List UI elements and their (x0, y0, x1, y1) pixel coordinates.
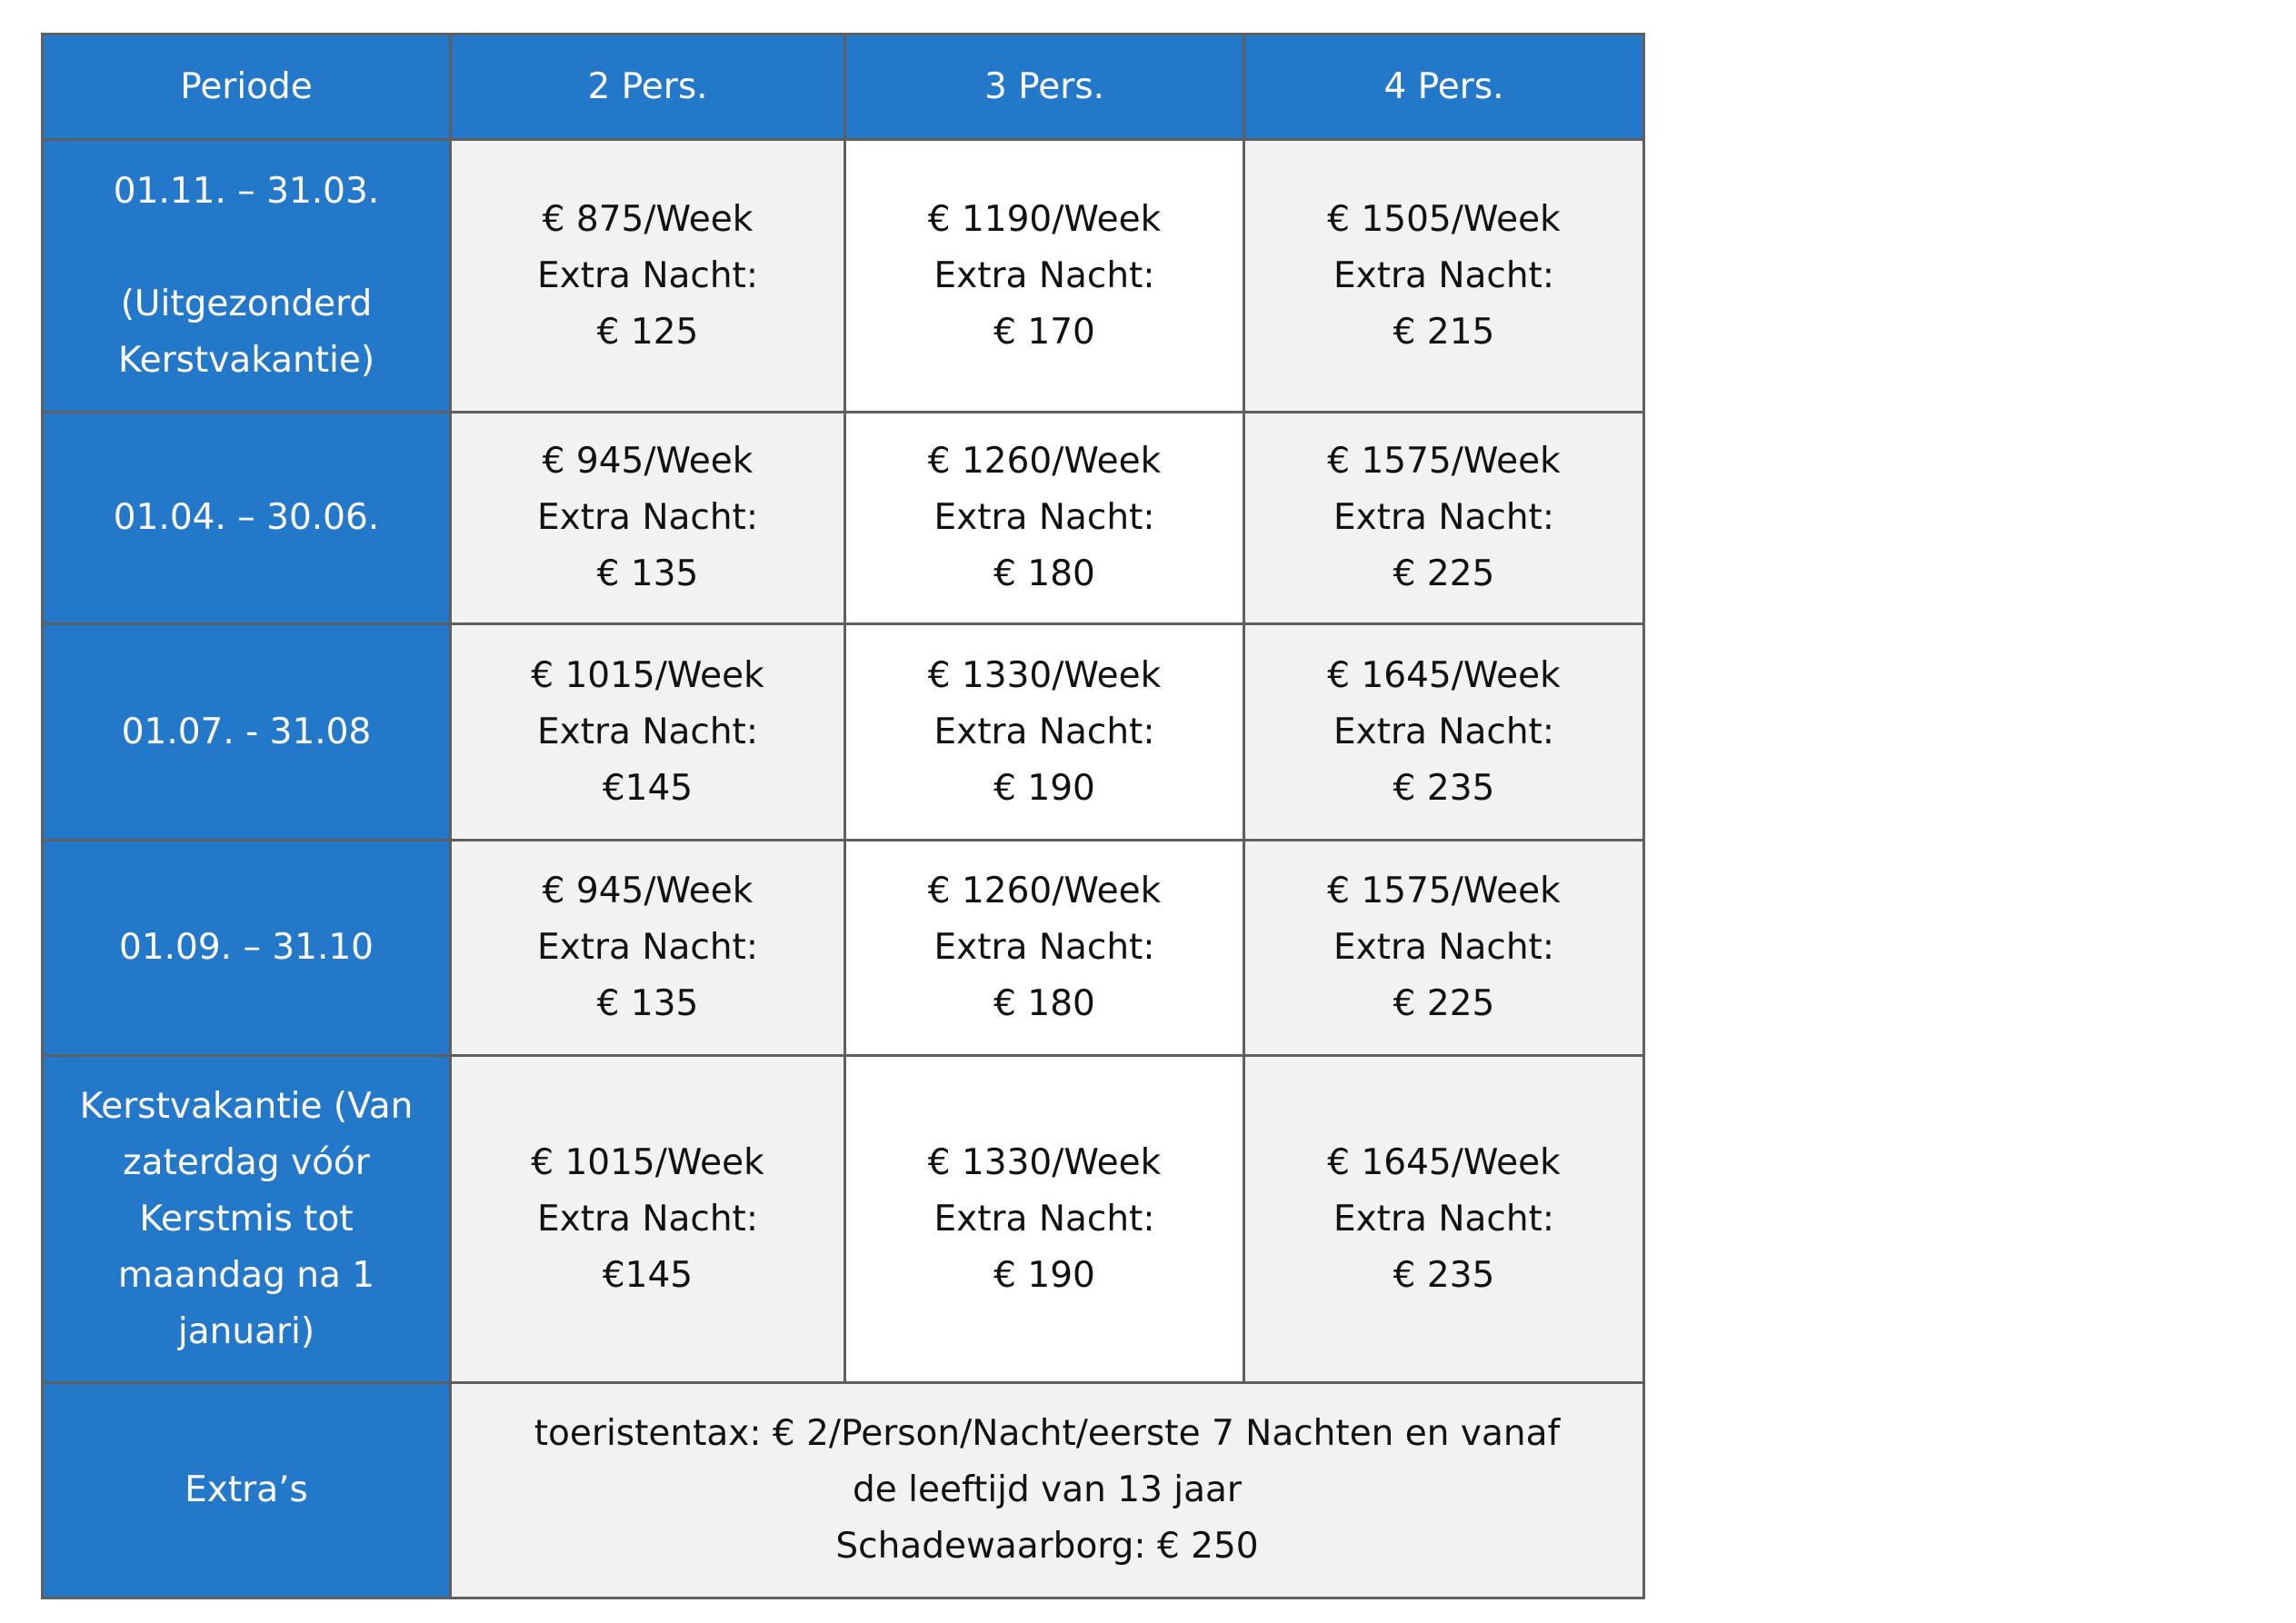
cell-line: Extra Nacht: (1333, 1198, 1554, 1240)
cell-line: Extra Nacht: (933, 1198, 1155, 1240)
cell-line: € 1015/Week (531, 1141, 764, 1183)
period-cell: 01.04. – 30.06. (41, 411, 452, 625)
price-cell: € 1015/Week Extra Nacht: €145 (449, 1054, 846, 1384)
extras-row: Extra’s toeristentax: € 2/Person/Nacht/ee… (41, 1381, 1645, 1599)
cell-line: Extra Nacht: (1333, 711, 1554, 752)
cell-line: Schadewaarborg: € 250 (835, 1526, 1259, 1567)
table-row: 01.04. – 30.06. € 945/Week Extra Nacht: € 1… (41, 411, 1645, 625)
cell-line: €145 (602, 767, 694, 809)
cell-line: € 1505/Week (1327, 198, 1561, 240)
cell-line: € 225 (1393, 553, 1495, 594)
cell-line: 01.09. – 31.10 (119, 927, 374, 968)
cell-line: € 1575/Week (1327, 871, 1561, 911)
cell-line: € 135 (596, 983, 699, 1024)
header-4-pers: 4 Pers. (1243, 33, 1645, 141)
cell-line: € 225 (1393, 983, 1495, 1024)
cell-line: € 235 (1393, 767, 1495, 809)
cell-line: € 235 (1393, 1254, 1495, 1296)
cell-line: Extra Nacht: (1333, 254, 1554, 296)
cell-line: € 170 (993, 311, 1095, 353)
price-cell: € 1330/Week Extra Nacht: € 190 (844, 1054, 1245, 1384)
cell-line: Extra Nacht: (536, 254, 758, 296)
cell-line: € 1260/Week (927, 871, 1162, 911)
cell-line: € 125 (596, 311, 699, 353)
price-cell: € 1575/Week Extra Nacht: € 225 (1243, 839, 1645, 1057)
cell-line: € 875/Week (542, 198, 754, 240)
cell-line: Extra Nacht: (536, 711, 758, 752)
cell-line: € 190 (993, 1254, 1095, 1296)
table-row: 01.07. - 31.08 € 1015/Week Extra Nacht: €14… (41, 622, 1645, 841)
cell-line: Kerstvakantie) (117, 339, 375, 381)
cell-line: Extra Nacht: (1333, 497, 1554, 538)
cell-line: januari) (177, 1310, 315, 1352)
cell-line: Extra Nacht: (536, 497, 758, 538)
cell-line: Extra Nacht: (536, 1198, 758, 1240)
header-3-pers: 3 Pers. (844, 33, 1245, 141)
cell-line: € 1645/Week (1327, 654, 1561, 696)
cell-line: 01.11. – 31.03. (113, 170, 380, 212)
price-cell: € 1260/Week Extra Nacht: € 180 (844, 839, 1245, 1057)
cell-line: € 1190/Week (927, 198, 1162, 240)
cell-line: Extra Nacht: (933, 927, 1155, 968)
period-cell: 01.09. – 31.10 (41, 839, 452, 1057)
table-row: 01.09. – 31.10 € 945/Week Extra Nacht: € 13… (41, 839, 1645, 1057)
cell-line (51, 220, 442, 276)
cell-line: € 1015/Week (531, 654, 764, 696)
extras-label: Extra’s (41, 1381, 452, 1599)
extras-text: toeristentax: € 2/Person/Nacht/eerste 7 … (449, 1381, 1645, 1599)
cell-line: € 1330/Week (927, 1141, 1162, 1183)
table-row: Kerstvakantie (Van zaterdag vóór Kerstmis … (41, 1054, 1645, 1384)
cell-line: € 135 (596, 553, 699, 594)
price-cell: € 1645/Week Extra Nacht: € 235 (1243, 1054, 1645, 1384)
cell-line: Extra Nacht: (933, 711, 1155, 752)
price-cell: € 1505/Week Extra Nacht: € 215 (1243, 138, 1645, 413)
cell-line: maandag na 1 (117, 1254, 375, 1296)
price-cell: € 1260/Week Extra Nacht: € 180 (844, 411, 1245, 625)
cell-line: (Uitgezonderd (120, 283, 373, 324)
period-cell: Kerstvakantie (Van zaterdag vóór Kerstmis … (41, 1054, 452, 1384)
cell-line: € 180 (993, 983, 1095, 1024)
header-row: Periode 2 Pers. 3 Pers. 4 Pers. (41, 33, 1645, 141)
period-cell: 01.11. – 31.03. (Uitgezonderd Kerstvakant… (41, 138, 452, 413)
cell-line: Kerstvakantie (Van (79, 1085, 414, 1127)
cell-line: Kerstmis tot (139, 1198, 354, 1240)
price-cell: € 1645/Week Extra Nacht: € 235 (1243, 622, 1645, 841)
price-cell: € 945/Week Extra Nacht: € 135 (449, 411, 846, 625)
period-cell: 01.07. - 31.08 (41, 622, 452, 841)
cell-line: € 1260/Week (927, 441, 1162, 482)
price-cell: € 875/Week Extra Nacht: € 125 (449, 138, 846, 413)
header-periode: Periode (41, 33, 452, 141)
header-2-pers: 2 Pers. (449, 33, 846, 141)
price-cell: € 1575/Week Extra Nacht: € 225 (1243, 411, 1645, 625)
price-cell: € 1330/Week Extra Nacht: € 190 (844, 622, 1245, 841)
cell-line: € 1575/Week (1327, 441, 1561, 482)
cell-line: € 1645/Week (1327, 1141, 1561, 1183)
price-cell: € 1190/Week Extra Nacht: € 170 (844, 138, 1245, 413)
cell-line: € 215 (1393, 311, 1495, 353)
cell-line: toeristentax: € 2/Person/Nacht/eerste 7 … (534, 1413, 1561, 1454)
cell-line: € 180 (993, 553, 1095, 594)
table-row: 01.11. – 31.03. (Uitgezonderd Kerstvakant… (41, 138, 1645, 413)
cell-line: € 190 (993, 767, 1095, 809)
cell-line: Extra Nacht: (933, 497, 1155, 538)
cell-line: 01.04. – 30.06. (113, 497, 380, 538)
price-cell: € 1015/Week Extra Nacht: €145 (449, 622, 846, 841)
cell-line: € 1330/Week (927, 654, 1162, 696)
cell-line: € 945/Week (542, 441, 754, 482)
cell-line: zaterdag vóór (123, 1141, 370, 1183)
cell-line: 01.07. - 31.08 (121, 711, 372, 752)
price-cell: € 945/Week Extra Nacht: € 135 (449, 839, 846, 1057)
cell-line: Extra Nacht: (933, 254, 1155, 296)
cell-line: Extra Nacht: (1333, 927, 1554, 968)
price-table: Periode 2 Pers. 3 Pers. 4 Pers. 01.11. –… (41, 33, 1645, 1599)
cell-line: € 945/Week (542, 871, 754, 911)
cell-line: Extra Nacht: (536, 927, 758, 968)
cell-line: €145 (602, 1254, 694, 1296)
cell-line: de leeftijd van 13 jaar (853, 1469, 1242, 1510)
